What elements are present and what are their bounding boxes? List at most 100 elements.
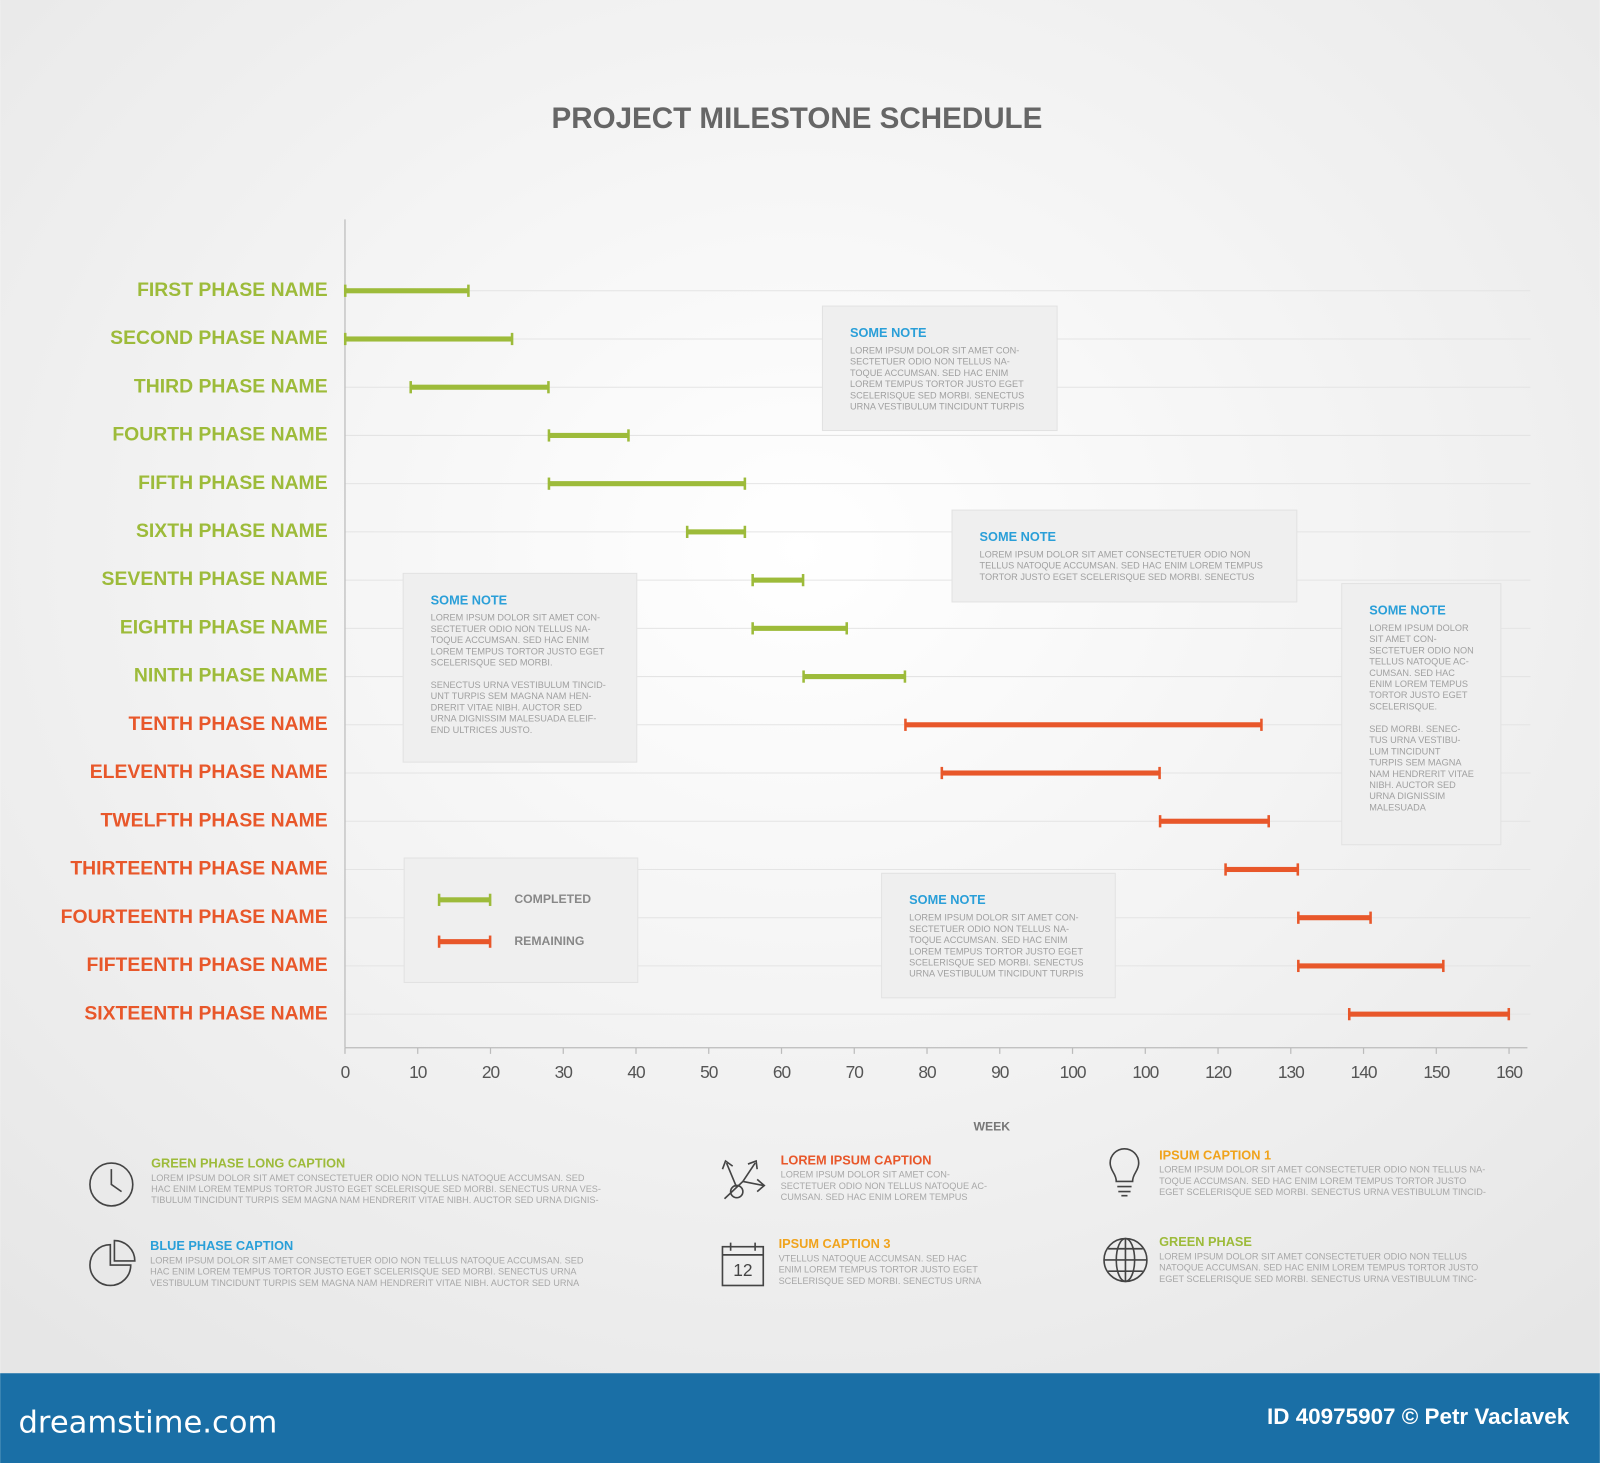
phase-label: NINTH PHASE NAME [134,665,328,687]
note-title: SOME NOTE [431,592,508,607]
note-line: DRERIT VITAE NIBH. AUCTOR SED [431,702,583,712]
phase-label: SIXTEENTH PHASE NAME [84,1002,327,1024]
x-tick-label: 30 [555,1062,573,1082]
note-line: LOREM TEMPUS TORTOR JUSTO EGET [909,946,1083,956]
caption-line: VTELLUS NATOQUE ACCUMSAN. SED HAC [779,1253,968,1263]
x-tick-label: 100 [1132,1062,1158,1082]
note-line: TURPIS SEM MAGNA [1369,758,1462,768]
note-line: TOQUE ACCUMSAN. SED HAC ENIM [909,935,1067,945]
bar [548,432,629,438]
bar-cap [343,284,347,297]
bar-cap [1369,911,1372,924]
bar-cap [904,718,907,731]
note-line: URNA VESTIBULUM TINCIDUNT TURPIS [850,401,1024,411]
caption-title: BLUE PHASE CAPTION [150,1238,293,1253]
note-line: TUS URNA VESTIBU- [1369,735,1460,745]
note-title: SOME NOTE [980,529,1057,544]
caption-line: HAC ENIM LOREM TEMPUS TORTOR JUSTO EGET … [151,1184,601,1194]
phase-label: THIRTEENTH PHASE NAME [70,858,327,880]
icons [89,1148,1148,1287]
x-tick-label: 70 [846,1062,864,1082]
caption-line: LOREM IPSUM DOLOR SIT AMET CON- [781,1170,950,1180]
caption-line: LOREM IPSUM DOLOR SIT AMET CONSECTETUER … [150,1255,584,1265]
globe-icon [1103,1237,1148,1283]
note-line: SECTETUER ODIO NON TELLUS NA- [909,924,1069,934]
background [0,0,1600,1374]
bar [905,722,1262,728]
phase-label: THIRD PHASE NAME [134,375,328,397]
note-line: CUMSAN. SED HAC [1369,668,1455,678]
x-tick-label: 130 [1278,1062,1304,1082]
phase-label: FIRST PHASE NAME [137,279,328,301]
note-line: SENECTUS URNA VESTIBULUM TINCID- [431,680,606,690]
bar-cap [1158,766,1161,780]
phase-label: SIXTH PHASE NAME [136,520,328,542]
caption-line: NATOQUE ACCUMSAN. SED HAC ENIM LOREM TEM… [1159,1263,1478,1273]
phase-label: SECOND PHASE NAME [110,327,328,349]
legend-label: COMPLETED [514,892,591,906]
bar-cap [1260,718,1263,731]
note-line: URNA DIGNISSIM [1369,791,1445,801]
phase-label: TWELFTH PHASE NAME [101,809,328,831]
calendar-number: 12 [733,1260,752,1280]
bar [548,481,746,487]
x-tick-label: 80 [918,1062,936,1082]
bar-cap [940,766,944,780]
note-line: SCELERISQUE SED MORBI. SENECTUS [909,958,1083,968]
legend-swatch [438,897,491,903]
caption-line: CUMSAN. SED HAC ENIM LOREM TEMPUS [781,1192,968,1202]
note-title: SOME NOTE [850,325,927,340]
caption-line: VESTIBULUM TINCIDUNT TURPIS SEM MAGNA NA… [150,1278,580,1288]
phase-label: EIGHTH PHASE NAME [120,616,328,638]
x-tick-label: 100 [1060,1062,1086,1082]
note-line: NIBH. AUCTOR SED [1369,780,1456,790]
arrows-icon [721,1159,766,1200]
note-line: TOQUE ACCUMSAN. SED HAC ENIM [431,635,589,645]
note-line: URNA DIGNISSIM MALESUADA ELEIF- [431,714,597,724]
note-line: SCELERISQUE SED MORBI. SENECTUS [850,390,1024,400]
note-line: SED MORBI. SENEC- [1369,724,1460,734]
pie-icon [89,1239,136,1287]
phase-label: FIFTEENTH PHASE NAME [87,954,328,976]
chart: 0 10 20 30 40 50 60 70 80 90 100 100 120 130 140 150 160… [61,219,1531,1288]
caption-line: LOREM IPSUM DOLOR SIT AMET CONSECTETUER … [1159,1251,1467,1261]
caption-title: IPSUM CAPTION 3 [779,1236,891,1251]
bar-cap [1296,863,1300,876]
note-line: TOQUE ACCUMSAN. SED HAC ENIM [850,368,1008,378]
x-tick-label: 160 [1496,1062,1522,1082]
note-line: LOREM IPSUM DOLOR SIT AMET CON- [431,613,600,623]
bar-cap [343,332,347,346]
bar-cap [1158,815,1162,828]
caption-line: HAC ENIM LOREM TEMPUS TORTOR JUSTO EGET … [150,1267,577,1277]
note-line: TORTOR JUSTO EGET [1369,690,1468,700]
clock-icon [89,1162,134,1207]
legend-swatch-cap [437,935,441,948]
chart-title: PROJECT MILESTONE SCHEDULE [552,102,1043,135]
bar [752,577,804,583]
bar [1225,866,1299,873]
phase-label: FOURTEENTH PHASE NAME [61,906,328,928]
note-line: TELLUS NATOQUE AC- [1369,657,1469,667]
note-line: LOREM IPSUM DOLOR SIT AMET CON- [909,913,1078,923]
bar [344,336,513,342]
note-line: TELLUS NATOQUE ACCUMSAN. SED HAC ENIM LO… [980,561,1263,571]
note-title: SOME NOTE [1369,602,1446,617]
note-line: LOREM IPSUM DOLOR SIT AMET CONSECTETUER … [980,549,1251,559]
bar-cap [510,332,514,346]
note-box [821,305,1058,432]
note-line: LUM TINCIDUNT [1369,746,1441,756]
bar [686,529,746,535]
caption-title: GREEN PHASE LONG CAPTION [151,1155,345,1170]
phase-label: SEVENTH PHASE NAME [102,568,328,590]
note-box [951,509,1298,603]
footer-credit: ID 40975907 © Petr Vaclavek [1267,1404,1570,1429]
bar-cap [1347,1008,1351,1021]
note-line: SECTETUER ODIO NON TELLUS NA- [431,624,591,634]
note-line: SECTETUER ODIO NON TELLUS NA- [850,357,1010,367]
bar-cap [1442,959,1445,973]
bar-cap [1224,863,1227,876]
bar-cap [903,670,907,683]
bar-cap [743,477,747,490]
bar-cap [547,429,551,442]
x-tick-label: 150 [1423,1062,1449,1082]
